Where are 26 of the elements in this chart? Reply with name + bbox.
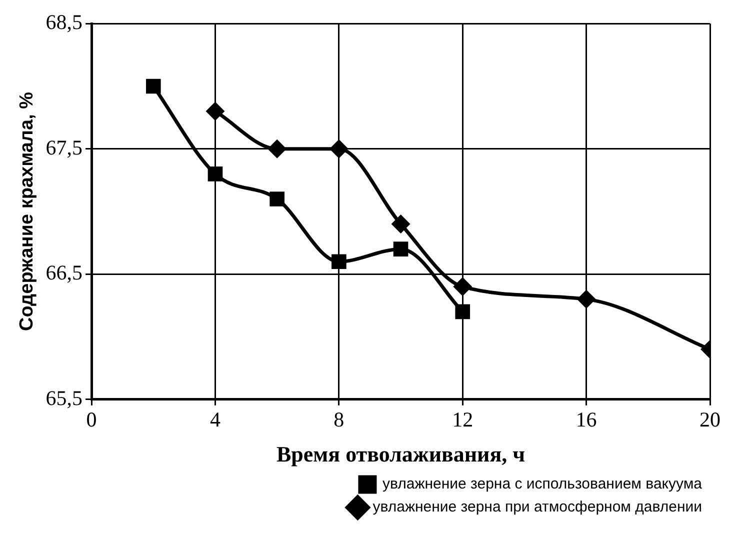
x-tick-label: 4	[210, 408, 221, 432]
point	[332, 254, 346, 270]
point	[392, 215, 410, 233]
y-tick-label: 66,5	[46, 260, 83, 285]
point	[454, 278, 472, 296]
point	[268, 140, 286, 158]
x-tick-label: 0	[86, 408, 97, 432]
x-tick-label: 12	[452, 408, 474, 432]
point	[208, 166, 223, 182]
x-tick-label: 8	[334, 408, 344, 432]
y-tick-label: 67,5	[46, 135, 83, 160]
point	[393, 242, 408, 256]
x-tick-label: 20	[700, 408, 720, 432]
y-axis-title: Содержание крахмала, %	[16, 92, 38, 332]
point	[578, 290, 596, 308]
point	[455, 304, 470, 320]
point	[146, 78, 161, 94]
x-tick-label: 16	[576, 408, 597, 432]
point	[270, 192, 284, 206]
legend-label: увлажнение зерна при атмосферном давлении	[372, 498, 702, 516]
legend-label: увлажнение зерна с использованием вакуума	[382, 476, 703, 493]
y-tick-label: 65,5	[46, 386, 83, 410]
y-tick-label: 68,5	[46, 10, 83, 34]
point	[330, 140, 348, 158]
point	[206, 102, 224, 120]
x-axis-title: Время отволаживания, ч	[276, 441, 526, 466]
